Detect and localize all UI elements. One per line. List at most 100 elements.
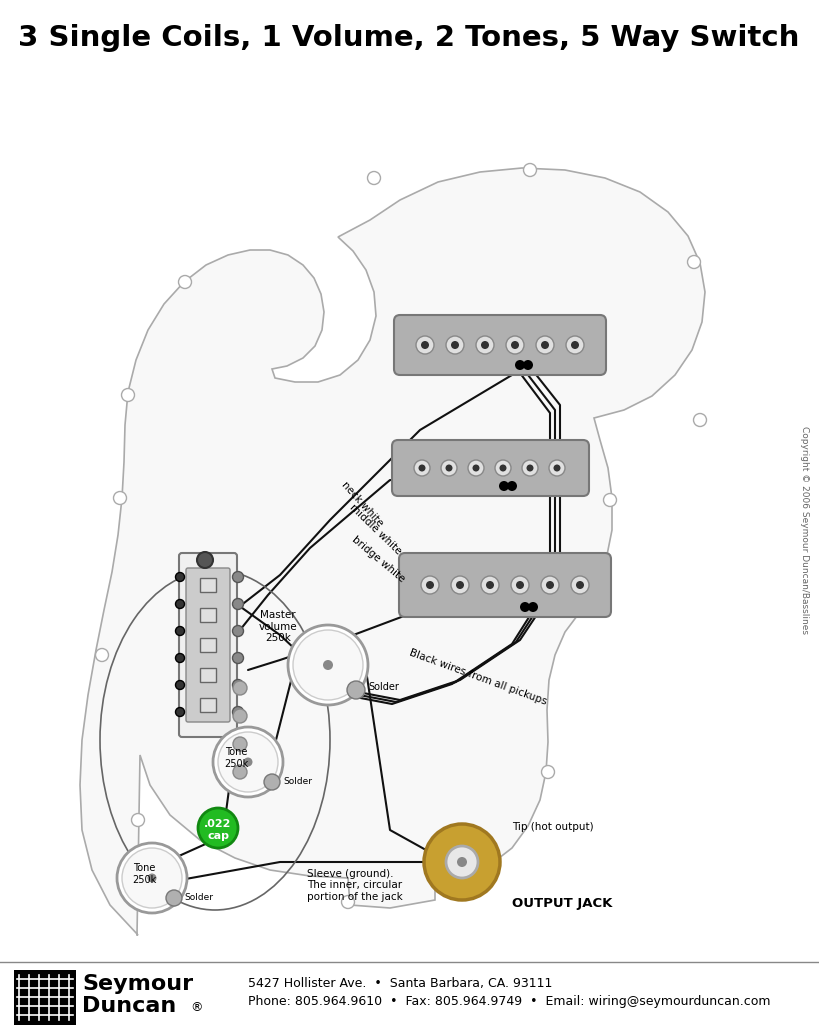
Circle shape <box>506 336 524 354</box>
Circle shape <box>523 164 536 176</box>
Circle shape <box>368 172 381 184</box>
Text: Black wires from all pickups: Black wires from all pickups <box>408 648 548 707</box>
Text: ®: ® <box>190 1002 202 1014</box>
FancyBboxPatch shape <box>394 315 606 375</box>
Circle shape <box>424 824 500 900</box>
Text: neck white: neck white <box>340 480 386 529</box>
Circle shape <box>233 707 243 718</box>
Circle shape <box>342 895 355 909</box>
Text: Tone
250k: Tone 250k <box>132 863 156 885</box>
Circle shape <box>446 336 464 354</box>
Circle shape <box>481 341 489 349</box>
Circle shape <box>416 336 434 354</box>
Circle shape <box>421 341 429 349</box>
Circle shape <box>446 464 453 471</box>
Bar <box>200 608 216 622</box>
Bar <box>14 970 76 1025</box>
Circle shape <box>446 846 478 877</box>
Text: 3 Single Coils, 1 Volume, 2 Tones, 5 Way Switch: 3 Single Coils, 1 Volume, 2 Tones, 5 Way… <box>18 24 799 52</box>
Circle shape <box>233 680 243 691</box>
Circle shape <box>457 857 467 867</box>
Circle shape <box>218 732 278 792</box>
Circle shape <box>179 276 192 288</box>
Circle shape <box>441 460 457 476</box>
Circle shape <box>233 765 247 779</box>
Circle shape <box>571 341 579 349</box>
Circle shape <box>511 576 529 594</box>
Circle shape <box>426 581 434 589</box>
Circle shape <box>175 654 184 662</box>
Circle shape <box>495 460 511 476</box>
Circle shape <box>486 581 494 589</box>
Circle shape <box>233 626 243 636</box>
Circle shape <box>522 460 538 476</box>
Circle shape <box>243 757 252 767</box>
Circle shape <box>549 460 565 476</box>
Circle shape <box>541 341 549 349</box>
Circle shape <box>166 890 182 906</box>
Circle shape <box>554 464 560 471</box>
Text: Sleeve (ground).
The inner, circular
portion of the jack: Sleeve (ground). The inner, circular por… <box>307 869 403 902</box>
Circle shape <box>233 737 247 751</box>
Circle shape <box>481 576 499 594</box>
Circle shape <box>198 808 238 848</box>
Circle shape <box>233 653 243 663</box>
Circle shape <box>566 336 584 354</box>
Circle shape <box>175 600 184 608</box>
FancyBboxPatch shape <box>399 553 611 617</box>
Circle shape <box>456 581 464 589</box>
Circle shape <box>288 625 368 706</box>
Circle shape <box>347 681 365 699</box>
FancyBboxPatch shape <box>179 553 237 737</box>
Circle shape <box>213 727 283 797</box>
Circle shape <box>454 869 467 883</box>
Text: bridge white: bridge white <box>350 535 406 584</box>
Bar <box>200 578 216 592</box>
Circle shape <box>451 341 459 349</box>
Circle shape <box>687 256 700 268</box>
Text: OUTPUT JACK: OUTPUT JACK <box>512 897 613 910</box>
Text: Phone: 805.964.9610  •  Fax: 805.964.9749  •  Email: wiring@seymourduncan.com: Phone: 805.964.9610 • Fax: 805.964.9749 … <box>248 996 771 1008</box>
Text: Solder: Solder <box>368 682 399 692</box>
Circle shape <box>264 774 280 790</box>
Circle shape <box>175 708 184 717</box>
Circle shape <box>451 576 469 594</box>
Circle shape <box>121 388 134 402</box>
Text: 5427 Hollister Ave.  •  Santa Barbara, CA. 93111: 5427 Hollister Ave. • Santa Barbara, CA.… <box>248 978 552 990</box>
Circle shape <box>175 627 184 635</box>
Circle shape <box>507 481 517 491</box>
Bar <box>200 668 216 682</box>
Circle shape <box>571 576 589 594</box>
Text: Tip (hot output): Tip (hot output) <box>512 822 594 832</box>
FancyBboxPatch shape <box>392 440 589 496</box>
Text: Solder: Solder <box>184 893 213 902</box>
Text: Seymour: Seymour <box>82 974 193 994</box>
Circle shape <box>604 493 617 507</box>
Circle shape <box>323 660 333 670</box>
Circle shape <box>476 336 494 354</box>
Circle shape <box>175 681 184 690</box>
Circle shape <box>233 599 243 609</box>
Text: middle white: middle white <box>348 501 404 556</box>
Circle shape <box>293 630 363 700</box>
Circle shape <box>515 359 525 370</box>
Circle shape <box>473 464 479 471</box>
Circle shape <box>523 359 533 370</box>
Text: Solder: Solder <box>283 777 312 786</box>
Circle shape <box>511 341 519 349</box>
Circle shape <box>468 460 484 476</box>
Text: Copyright © 2006 Seymour Duncan/Basslines: Copyright © 2006 Seymour Duncan/Bassline… <box>799 426 808 634</box>
Circle shape <box>233 681 247 695</box>
Circle shape <box>541 576 559 594</box>
Circle shape <box>233 572 243 582</box>
Circle shape <box>114 491 126 505</box>
Text: Master
volume
250k: Master volume 250k <box>259 610 297 643</box>
Polygon shape <box>80 168 705 936</box>
Circle shape <box>516 581 524 589</box>
Circle shape <box>528 602 538 612</box>
Circle shape <box>694 413 707 427</box>
Circle shape <box>541 766 554 778</box>
Circle shape <box>500 464 506 471</box>
Circle shape <box>147 873 156 883</box>
Bar <box>200 638 216 652</box>
